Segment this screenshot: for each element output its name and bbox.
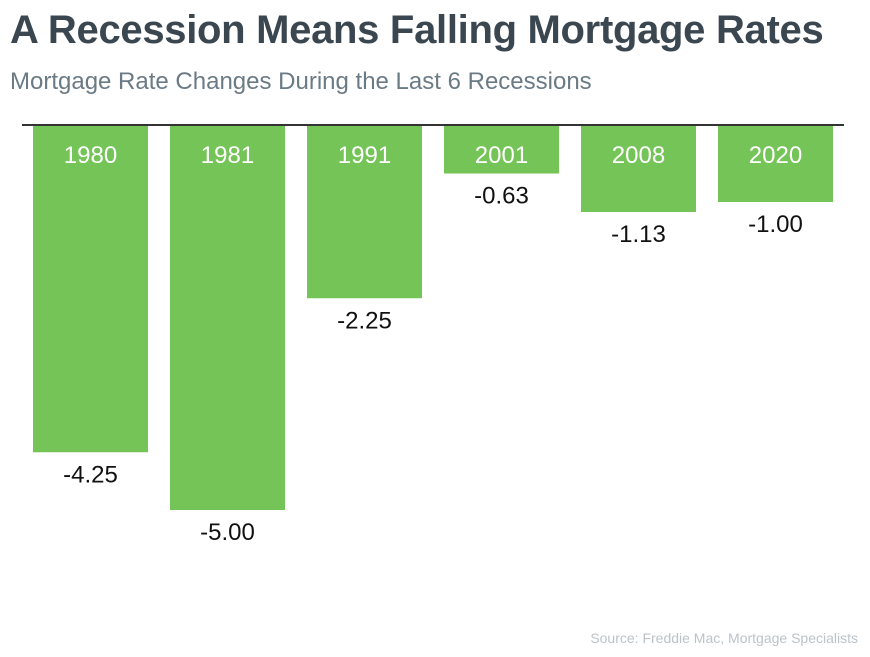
source-note: Source: Freddie Mac, Mortgage Specialist… [590,630,858,646]
category-label-2001: 2001 [475,142,528,169]
value-label-1991: -2.25 [337,307,392,334]
value-label-2001: -0.63 [474,183,529,210]
category-label-1980: 1980 [64,142,117,169]
bar-2008 [581,125,696,213]
chart-subtitle: Mortgage Rate Changes During the Last 6 … [10,68,592,95]
value-label-2020: -1.00 [748,211,803,238]
category-label-2020: 2020 [749,142,802,169]
category-label-2008: 2008 [612,142,665,169]
value-label-2008: -1.13 [611,221,666,248]
chart-title: A Recession Means Falling Mortgage Rates [10,8,824,52]
category-label-1981: 1981 [201,142,254,169]
bar-2020 [718,125,833,202]
bar-1980 [33,125,148,453]
bar-1991 [307,125,422,299]
bar-1981 [170,125,285,510]
value-label-1980: -4.25 [63,461,118,488]
bar-2001 [444,125,559,174]
value-label-1981: -5.00 [200,519,255,546]
category-label-1991: 1991 [338,142,391,169]
